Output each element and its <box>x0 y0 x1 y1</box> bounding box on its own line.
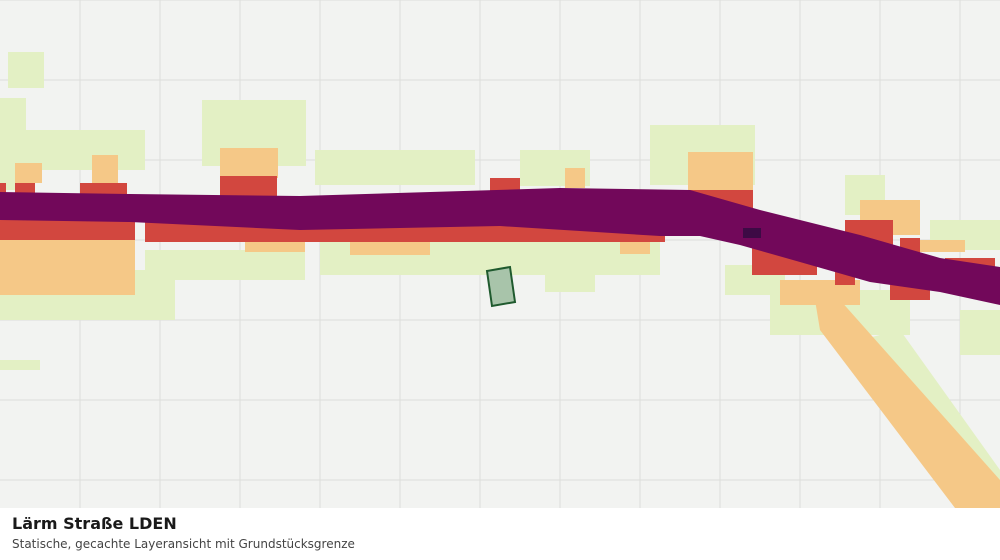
caption-panel: Lärm Straße LDEN Statische, gecachte Lay… <box>0 508 1000 560</box>
noise-zone-very-high <box>0 188 1000 305</box>
noise-zone-medium <box>0 148 1000 508</box>
layer-title: Lärm Straße LDEN <box>12 514 177 533</box>
parcel-boundary[interactable] <box>485 265 517 308</box>
layer-subtitle: Statische, gecachte Layeransicht mit Gru… <box>12 537 355 551</box>
noise-map <box>0 0 1000 508</box>
noise-zone-max <box>743 228 761 238</box>
